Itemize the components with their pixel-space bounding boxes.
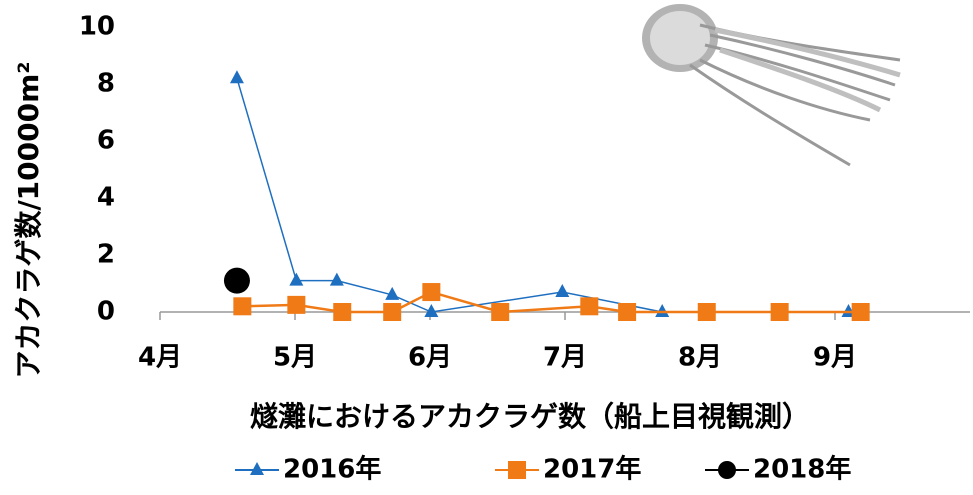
data-point	[491, 303, 510, 321]
data-point	[618, 303, 637, 321]
y-axis-label: アカクラゲ数/10000m²	[12, 61, 45, 378]
data-point	[233, 297, 252, 316]
data-point	[383, 303, 402, 321]
x-tick-label: 5月	[273, 343, 317, 373]
data-point	[329, 272, 344, 286]
legend-label: 2016年	[283, 454, 381, 485]
x-tick-label: 8月	[678, 343, 722, 373]
legend-label: 2018年	[753, 454, 851, 485]
series-line	[236, 78, 849, 313]
data-point	[422, 283, 441, 302]
legend-marker	[718, 461, 736, 479]
y-tick-label: 10	[79, 12, 115, 42]
y-tick-label: 8	[97, 69, 115, 99]
data-point	[555, 284, 570, 298]
data-point	[424, 304, 439, 317]
jellyfish-illustration	[642, 4, 901, 167]
data-point	[287, 295, 306, 314]
data-point	[770, 303, 789, 321]
data-point	[580, 297, 599, 316]
y-tick-label: 2	[97, 240, 115, 270]
data-point	[223, 267, 250, 294]
legend-marker	[250, 462, 264, 475]
x-tick-label: 9月	[813, 343, 857, 373]
x-tick-label: 4月	[138, 343, 182, 373]
data-point	[655, 304, 670, 317]
x-tick-label: 6月	[408, 343, 452, 373]
data-point	[289, 272, 304, 286]
legend-label: 2017年	[543, 454, 641, 485]
data-point	[851, 303, 870, 321]
legend-marker	[508, 461, 526, 479]
x-tick-label: 7月	[543, 343, 587, 373]
data-point	[229, 70, 244, 84]
data-point	[385, 286, 400, 300]
y-tick-label: 6	[97, 126, 115, 156]
y-tick-label: 0	[97, 297, 115, 327]
data-point	[333, 303, 352, 321]
data-point	[697, 303, 716, 321]
x-axis-label: 燧灘におけるアカクラゲ数（船上目視観測）	[250, 400, 810, 433]
y-tick-label: 4	[97, 183, 115, 213]
